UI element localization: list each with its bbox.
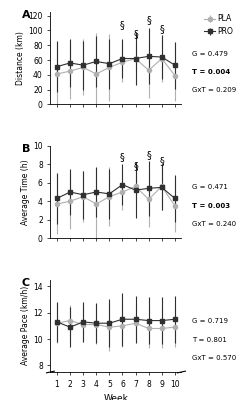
Text: G = 0.471: G = 0.471 <box>192 184 228 190</box>
Text: C: C <box>22 278 30 288</box>
Text: §: § <box>120 152 125 162</box>
Y-axis label: Distance (km): Distance (km) <box>16 31 25 85</box>
Y-axis label: Average Pace (km/h): Average Pace (km/h) <box>21 286 30 366</box>
Text: §: § <box>146 150 151 160</box>
Text: T = 0.003: T = 0.003 <box>192 203 230 209</box>
Text: §: § <box>120 20 125 30</box>
Text: §: § <box>146 15 151 25</box>
Legend: PLA, PRO: PLA, PRO <box>201 11 237 39</box>
Text: A: A <box>22 10 30 20</box>
Text: §: § <box>159 24 164 34</box>
Y-axis label: Average Time (h): Average Time (h) <box>21 159 30 225</box>
Text: §: § <box>133 161 138 171</box>
X-axis label: Week: Week <box>104 394 128 400</box>
Text: GxT = 0.209: GxT = 0.209 <box>192 88 236 94</box>
Text: G = 0.719: G = 0.719 <box>192 318 228 324</box>
Text: B: B <box>22 144 30 154</box>
Text: T = 0.004: T = 0.004 <box>192 69 230 75</box>
Text: §: § <box>133 29 138 39</box>
Text: §: § <box>159 156 164 166</box>
Text: G = 0.479: G = 0.479 <box>192 50 228 56</box>
Text: T = 0.801: T = 0.801 <box>192 337 227 343</box>
Text: GxT = 0.570: GxT = 0.570 <box>192 355 236 361</box>
Text: GxT = 0.240: GxT = 0.240 <box>192 221 236 227</box>
